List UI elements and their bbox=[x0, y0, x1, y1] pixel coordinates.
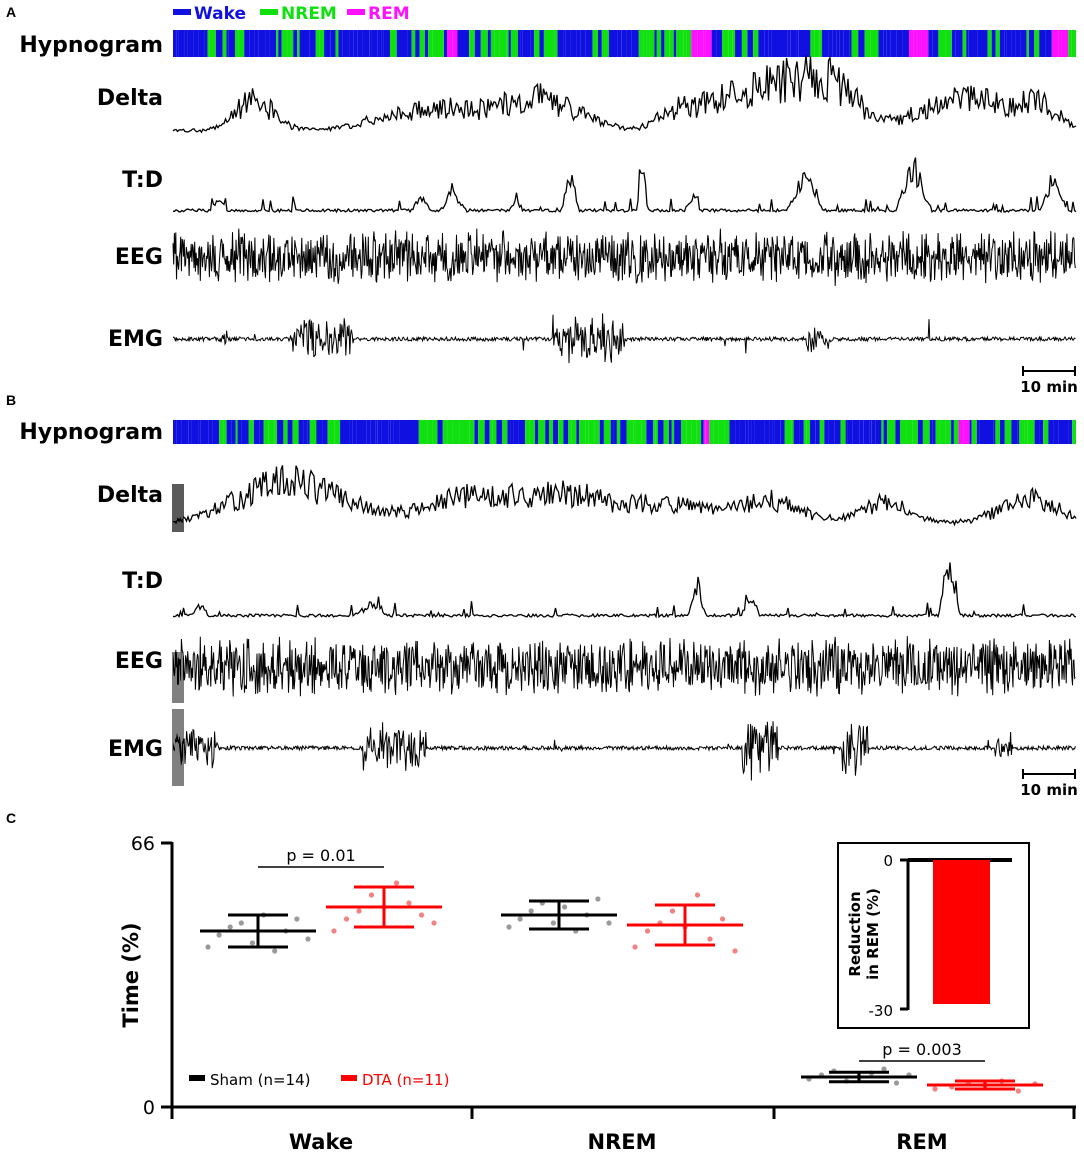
c-inset: 0 -30 Reduction in REM (%) bbox=[837, 842, 1030, 1029]
c-point-dta-wake bbox=[393, 880, 400, 886]
c-point-dta-wake bbox=[368, 892, 375, 898]
c-point-dta-nrem bbox=[644, 928, 651, 934]
b-delta-label: Delta bbox=[97, 483, 163, 508]
c-y-tick-label-top: 66 bbox=[131, 833, 155, 855]
c-point-sham-wake bbox=[272, 948, 278, 954]
c-point-sham-nrem bbox=[517, 916, 523, 922]
a-scale-bar: 10 min bbox=[1020, 366, 1078, 396]
b-td-label: T:D bbox=[122, 569, 163, 594]
c-category-wake: Wake bbox=[289, 1130, 353, 1154]
a-delta-label: Delta bbox=[97, 86, 163, 111]
b-delta-trace bbox=[172, 465, 1077, 532]
c-point-sham-rem bbox=[893, 1080, 900, 1086]
c-inset-ylabel-line1: Reduction bbox=[846, 891, 864, 976]
c-axes: 66 0 Time (%) Wake NREM REM bbox=[119, 833, 1076, 1154]
legend-rem-label: REM bbox=[368, 4, 410, 24]
c-point-dta-rem bbox=[1015, 1088, 1021, 1094]
c-point-sham-wake bbox=[249, 940, 255, 946]
c-point-dta-wake bbox=[343, 916, 350, 922]
c-point-dta-nrem bbox=[694, 892, 701, 898]
c-pvalue-rem: p = 0.003 bbox=[882, 1040, 962, 1059]
c-legend-dta-swatch bbox=[341, 1075, 357, 1081]
a-td-label: T:D bbox=[122, 168, 163, 193]
c-point-dta-nrem bbox=[669, 908, 676, 914]
b-eeg-trace bbox=[172, 636, 1076, 703]
legend-rem-swatch bbox=[347, 9, 365, 15]
b-hypnogram-track bbox=[173, 420, 1076, 444]
c-pvalue-wake: p = 0.01 bbox=[286, 846, 355, 865]
c-y-tick-label-bottom: 0 bbox=[143, 1097, 155, 1119]
b-hypnogram-label: Hypnogram bbox=[19, 420, 163, 445]
c-inset-tick-label-top: 0 bbox=[883, 852, 893, 870]
a-eeg-trace bbox=[172, 228, 1076, 286]
c-point-dta-nrem bbox=[632, 944, 638, 950]
a-scale-bar-label: 10 min bbox=[1020, 378, 1078, 396]
c-point-sham-wake bbox=[205, 944, 211, 950]
c-category-rem: REM bbox=[896, 1130, 947, 1154]
b-emg-label: EMG bbox=[108, 737, 163, 762]
c-category-nrem: NREM bbox=[588, 1130, 657, 1154]
b-td-trace bbox=[172, 562, 1077, 619]
c-significance-wake: p = 0.01 bbox=[258, 846, 384, 868]
c-inset-ylabel-line2: in REM (%) bbox=[864, 888, 882, 980]
c-point-sham-wake bbox=[305, 936, 311, 942]
c-point-sham-wake bbox=[216, 932, 222, 938]
c-point-sham-nrem bbox=[562, 904, 568, 910]
c-point-dta-wake bbox=[406, 900, 412, 906]
c-point-dta-nrem bbox=[732, 948, 738, 954]
c-point-dta-wake bbox=[418, 912, 425, 918]
a-eeg-label: EEG bbox=[115, 245, 163, 270]
c-point-sham-nrem bbox=[595, 896, 601, 902]
a-emg-label: EMG bbox=[108, 327, 163, 352]
a-td-trace bbox=[173, 157, 1077, 214]
c-point-sham-nrem bbox=[550, 920, 557, 926]
c-point-sham-nrem bbox=[506, 924, 512, 930]
c-legend-sham-label: Sham (n=14) bbox=[210, 1071, 310, 1089]
c-point-sham-wake bbox=[238, 920, 244, 926]
c-point-sham-rem bbox=[881, 1066, 887, 1072]
legend-nrem-label: NREM bbox=[281, 4, 337, 24]
panel-a-letter: A bbox=[6, 4, 16, 20]
c-point-sham-wake bbox=[294, 916, 300, 922]
c-significance-rem: p = 0.003 bbox=[859, 1040, 985, 1062]
c-point-dta-wake bbox=[331, 928, 337, 934]
c-y-axis-label: Time (%) bbox=[119, 922, 143, 1027]
c-point-dta-nrem bbox=[707, 936, 713, 942]
c-legend: Sham (n=14) DTA (n=11) bbox=[189, 1071, 449, 1089]
c-point-dta-wake bbox=[356, 908, 362, 914]
a-hypnogram-track bbox=[173, 30, 1076, 57]
legend-wake-swatch bbox=[173, 9, 191, 15]
c-point-dta-nrem bbox=[719, 916, 726, 922]
c-data-marks bbox=[200, 880, 1043, 1094]
a-hypnogram-label: Hypnogram bbox=[19, 33, 163, 58]
c-inset-bar bbox=[933, 860, 990, 1004]
c-point-sham-nrem bbox=[606, 920, 612, 926]
c-point-sham-wake bbox=[227, 924, 233, 930]
hypnogram-legend: Wake NREM REM bbox=[173, 4, 410, 24]
b-scale-bar: 10 min bbox=[1020, 769, 1078, 799]
c-point-dta-rem bbox=[932, 1086, 938, 1092]
legend-wake-label: Wake bbox=[194, 4, 246, 24]
b-eeg-label: EEG bbox=[115, 649, 163, 674]
panel-c-letter: C bbox=[6, 810, 16, 826]
a-emg-trace bbox=[172, 313, 1076, 364]
c-legend-sham-swatch bbox=[189, 1075, 205, 1081]
c-point-dta-wake bbox=[431, 920, 437, 926]
panel-b-letter: B bbox=[6, 392, 16, 408]
a-delta-trace bbox=[172, 55, 1077, 134]
c-point-sham-nrem bbox=[528, 908, 534, 914]
c-legend-dta-label: DTA (n=11) bbox=[362, 1071, 449, 1089]
b-scale-bar-label: 10 min bbox=[1020, 781, 1078, 799]
c-inset-tick-label-bottom: -30 bbox=[869, 1002, 894, 1020]
b-emg-trace bbox=[172, 709, 1076, 786]
legend-nrem-swatch bbox=[260, 9, 278, 15]
